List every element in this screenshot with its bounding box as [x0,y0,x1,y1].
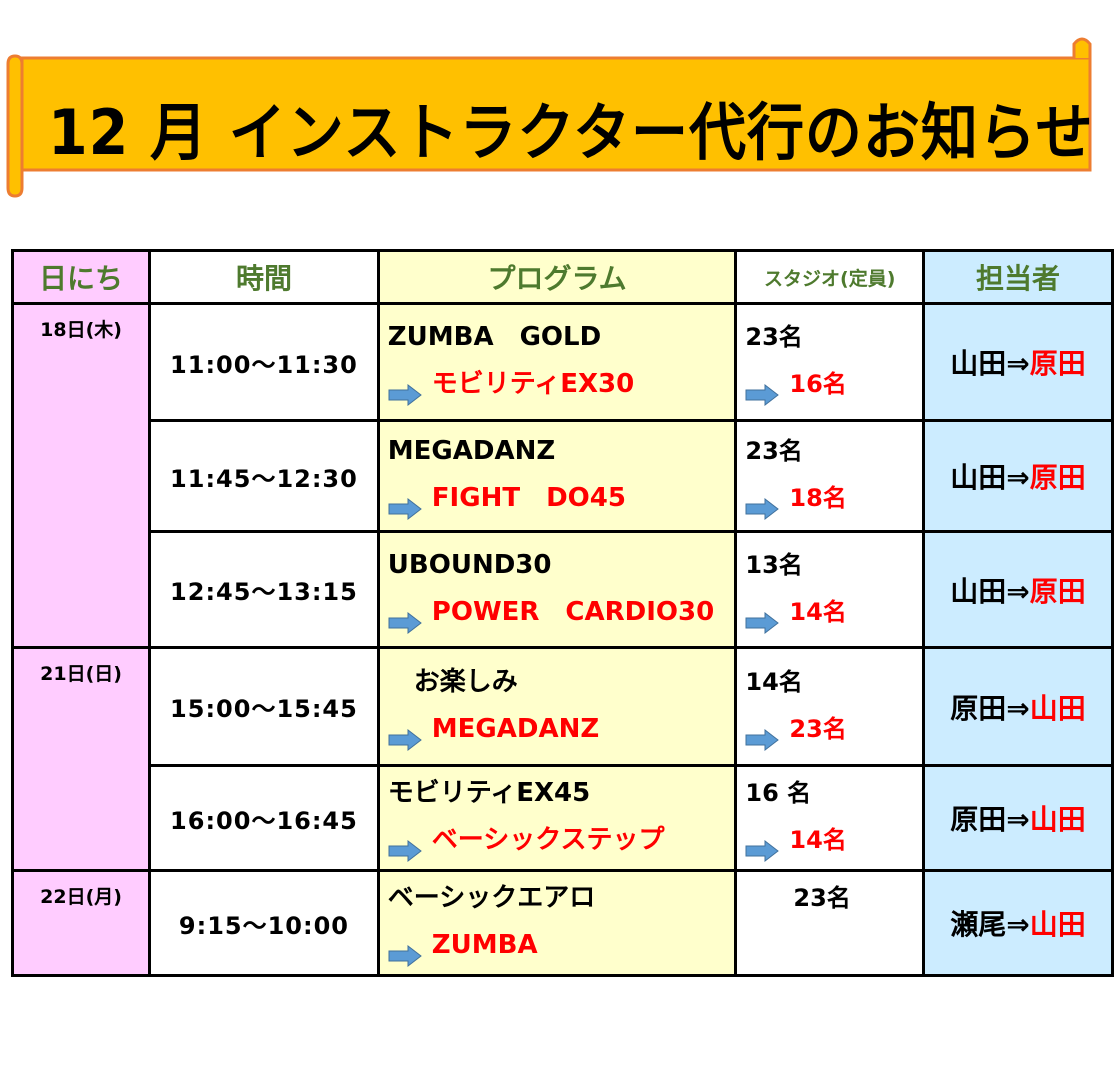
table-row: 11:45〜12:30 MEGADANZ FIGHT DO45 23名 18名 山田⇒原田 [13,420,1114,533]
program-cell: UBOUND30 POWER CARDIO30 [376,531,738,649]
capacity-cell: 16 名 14名 [734,765,926,872]
right-arrow-icon [388,601,422,634]
original-instructor: 山田⇒ [950,461,1030,494]
date-cell: 21日(日) [10,646,152,872]
right-arrow-icon [388,718,422,751]
time-cell: 15:00〜15:45 [148,646,380,767]
original-capacity: 23名 [745,437,803,465]
substitute-instructor: 山田 [1029,691,1086,725]
original-instructor: 山田⇒ [950,574,1030,608]
substitute-instructor: 原田 [1029,574,1086,608]
page-title: 12 月 インストラクター代行のお知らせ [48,96,1094,169]
capacity-cell: 23名 18名 [734,420,926,533]
original-program: お楽しみ [387,666,518,697]
new-program: MEGADANZ [431,713,600,744]
original-capacity: 23名 [745,323,803,351]
column-header: 担当者 [922,249,1114,305]
capacity-cell: 23名 16名 [734,302,926,422]
table-row: 12:45〜13:15 UBOUND30 POWER CARDIO30 13名 14名 山… [13,531,1114,649]
original-program: モビリティEX45 [387,778,591,808]
instructor-cell: 原田⇒山田 [922,765,1114,872]
original-instructor: 瀬尾⇒ [950,908,1030,941]
substitute-instructor: 山田 [1029,908,1086,941]
program-cell: MEGADANZ FIGHT DO45 [376,420,738,533]
new-program: POWER CARDIO30 [431,596,715,627]
date-cell: 18日(木) [10,302,152,649]
new-capacity: 14名 [789,826,847,854]
new-program: FIGHT DO45 [431,483,626,513]
instructor-cell: 山田⇒原田 [922,302,1114,422]
new-program: モビリティEX30 [431,369,635,399]
instructor-cell: 瀬尾⇒山田 [922,869,1114,977]
table-row: 16:00〜16:45 モビリティEX45 ベーシックステップ 16 名 14名 原田⇒山… [13,765,1114,872]
program-cell: お楽しみ MEGADANZ [376,646,738,767]
original-capacity: 16 名 [745,779,812,807]
capacity-cell: 13名 14名 [734,531,926,649]
title-banner [6,37,1092,198]
instructor-cell: 山田⇒原田 [922,531,1114,649]
substitute-schedule-table: 日にち 時間 プログラム スタジオ(定員) 担当者 18日(木) 11:00〜11:30 Z… [10,249,1114,977]
column-header: スタジオ(定員) [734,249,926,305]
original-program: ベーシックエアロ [387,883,596,913]
original-program: ZUMBA GOLD [387,322,602,352]
time-cell: 12:45〜13:15 [148,531,380,649]
original-capacity: 14名 [745,667,803,696]
date-cell: 22日(月) [10,869,152,977]
substitute-instructor: 原田 [1029,461,1086,494]
original-capacity: 23名 [745,884,851,912]
column-header: 時間 [148,249,380,305]
original-program: MEGADANZ [387,436,556,466]
instructor-cell: 原田⇒山田 [922,646,1114,767]
column-header: 日にち [10,249,152,305]
right-arrow-icon [388,934,422,968]
capacity-cell: 23名 [734,869,926,977]
table-row: 18日(木) 11:00〜11:30 ZUMBA GOLD モビリティEX30 23名 1… [10,302,1114,649]
right-arrow-icon [388,829,422,863]
program-cell: ZUMBA GOLD モビリティEX30 [376,302,738,422]
right-arrow-icon [745,718,780,751]
table-row: 22日(月) 9:15〜10:00 ベーシックエアロ ZUMBA 23名 瀬尾⇒山田 [10,869,1114,977]
time-cell: 16:00〜16:45 [148,765,380,872]
new-program: ZUMBA [431,930,538,960]
new-program: ベーシックステップ [431,825,665,855]
original-program: UBOUND30 [387,549,552,580]
new-capacity: 23名 [789,714,847,743]
program-cell: ベーシックエアロ ZUMBA [376,869,738,977]
instructor-cell: 山田⇒原田 [922,420,1114,533]
new-capacity: 14名 [789,597,847,626]
right-arrow-icon [388,487,422,521]
capacity-cell: 14名 23名 [734,646,926,767]
right-arrow-icon [388,373,422,407]
original-instructor: 原田⇒ [950,691,1030,725]
right-arrow-icon [745,829,780,863]
original-instructor: 原田⇒ [950,803,1030,836]
time-cell: 11:45〜12:30 [148,420,380,533]
column-header: プログラム [376,249,738,305]
substitute-instructor: 山田 [1029,803,1086,836]
right-arrow-icon [745,373,780,407]
right-arrow-icon [745,601,780,634]
new-capacity: 18名 [789,484,847,512]
original-capacity: 13名 [745,550,803,579]
new-capacity: 16名 [789,370,847,398]
substitute-instructor: 原田 [1029,347,1086,380]
time-cell: 9:15〜10:00 [148,869,380,977]
table-row: 21日(日) 15:00〜15:45 お楽しみ MEGADANZ 14名 23名 原田⇒山… [10,646,1114,872]
time-cell: 11:00〜11:30 [148,302,380,422]
program-cell: モビリティEX45 ベーシックステップ [376,765,738,872]
right-arrow-icon [745,487,780,521]
original-instructor: 山田⇒ [950,347,1030,380]
